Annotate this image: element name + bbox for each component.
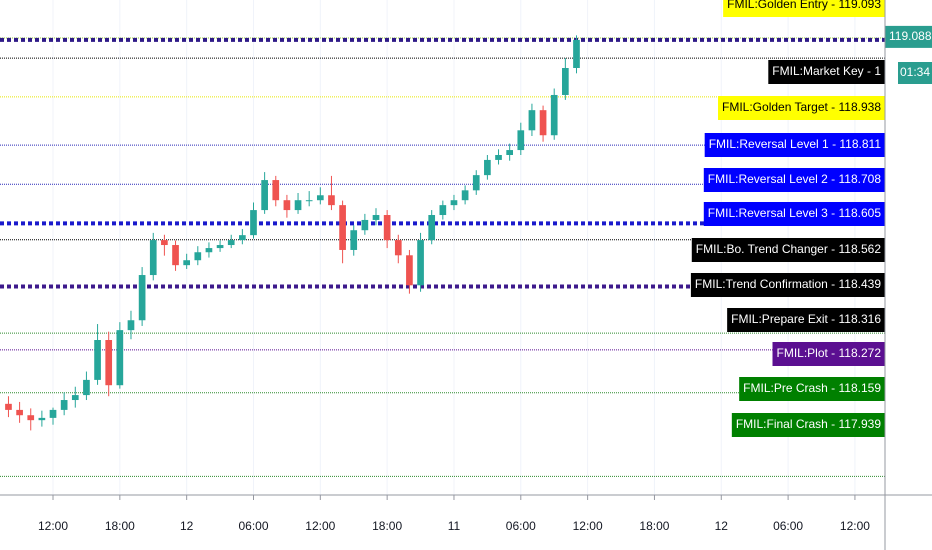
candle-body bbox=[361, 219, 369, 231]
candle-body bbox=[250, 210, 257, 236]
x-tick-label: 06:00 bbox=[773, 519, 803, 533]
level-label-box bbox=[768, 60, 885, 84]
level-label: FMIL:Plot - 118.272 bbox=[777, 346, 882, 360]
level-label: FMIL:Trend Confirmation - 118.439 bbox=[695, 277, 881, 291]
candle-body bbox=[94, 340, 101, 380]
candle-body bbox=[83, 379, 90, 396]
x-tick-label: 12 bbox=[180, 519, 194, 533]
candle-body bbox=[172, 245, 179, 266]
level-label-box bbox=[704, 133, 885, 157]
level-label-box bbox=[739, 377, 885, 401]
candle-body bbox=[350, 230, 358, 250]
candle-body bbox=[116, 330, 124, 386]
candle-body bbox=[194, 252, 202, 261]
candles bbox=[5, 35, 580, 431]
x-tick-label: 12:00 bbox=[840, 519, 870, 533]
candle-body bbox=[216, 245, 224, 249]
candle-body bbox=[5, 403, 12, 410]
level-label: FMIL:Bo. Trend Changer - 118.562 bbox=[696, 242, 882, 256]
candle-body bbox=[573, 39, 580, 69]
level-label: FMIL:Golden Entry - 119.093 bbox=[727, 0, 881, 11]
candle-body bbox=[105, 340, 113, 386]
candle-body bbox=[27, 415, 35, 421]
level-label: FMIL:Final Crash - 117.939 bbox=[736, 417, 881, 431]
level-label-box bbox=[691, 238, 885, 262]
level-label-box bbox=[723, 0, 885, 17]
level-label-box bbox=[727, 308, 885, 332]
candle-body bbox=[550, 94, 558, 136]
candle-body bbox=[239, 235, 246, 241]
candle-body bbox=[406, 255, 413, 286]
x-tick-label: 18:00 bbox=[639, 519, 669, 533]
level-label-box bbox=[718, 96, 885, 120]
candle-body bbox=[49, 409, 57, 418]
current-price-label: 119.088 bbox=[889, 29, 932, 43]
candle-body bbox=[161, 240, 168, 246]
x-tick-label: 06:00 bbox=[238, 519, 268, 533]
x-tick-label: 12:00 bbox=[305, 519, 335, 533]
candle-body bbox=[439, 205, 447, 216]
level-label-box bbox=[690, 273, 885, 297]
candle-body bbox=[71, 395, 79, 401]
level-label-box bbox=[703, 202, 885, 226]
candle-body bbox=[227, 240, 235, 246]
x-tick-label: 11 bbox=[448, 519, 461, 533]
candle-body bbox=[183, 260, 191, 266]
level-label: FMIL:Market Key - 1 bbox=[772, 64, 881, 78]
candle-body bbox=[539, 110, 547, 136]
candle-body bbox=[428, 215, 436, 241]
level-label-box bbox=[731, 413, 885, 437]
candle-body bbox=[38, 417, 46, 421]
candle-body bbox=[138, 275, 146, 321]
candle-body bbox=[528, 110, 536, 131]
x-tick-label: 12 bbox=[715, 519, 729, 533]
level-label: FMIL:Reversal Level 2 - 118.708 bbox=[708, 172, 882, 186]
candle-body bbox=[16, 409, 23, 416]
candle-body bbox=[272, 180, 280, 201]
candle-body bbox=[283, 200, 291, 211]
candle-body bbox=[383, 215, 391, 241]
time-axis: 12:00 18:00 12 06:00 12:00 18:00 11 06:00 12:00 1… bbox=[38, 495, 870, 533]
candle-body bbox=[450, 200, 458, 206]
level-label: FMIL:Pre Crash - 118.159 bbox=[743, 381, 881, 395]
candle-body bbox=[60, 400, 68, 410]
candle-body bbox=[149, 240, 157, 276]
level-label: FMIL:Golden Target - 118.938 bbox=[722, 100, 881, 114]
x-tick-label: 18:00 bbox=[372, 519, 402, 533]
level-label: FMIL:Reversal Level 3 - 118.605 bbox=[708, 206, 882, 220]
candle-body bbox=[261, 180, 268, 211]
candle-body bbox=[472, 175, 480, 191]
countdown-box bbox=[898, 62, 932, 84]
candle-body bbox=[495, 154, 502, 160]
candle-body bbox=[339, 205, 346, 250]
candle-body bbox=[506, 150, 514, 155]
candle-body bbox=[517, 130, 525, 151]
current-price-box bbox=[885, 25, 932, 48]
candle-body bbox=[127, 320, 135, 331]
candle-body bbox=[372, 215, 380, 220]
candle-body bbox=[205, 248, 213, 253]
level-label: FMIL:Reversal Level 1 - 118.811 bbox=[709, 137, 882, 151]
level-label-box bbox=[703, 168, 885, 192]
countdown: 01:34 bbox=[900, 65, 930, 79]
candle-body bbox=[305, 200, 313, 202]
candle-body bbox=[294, 200, 302, 211]
level-label-box bbox=[772, 342, 885, 366]
candle-body bbox=[394, 240, 402, 256]
x-tick-label: 12:00 bbox=[573, 519, 603, 533]
level-labels: FMIL:Golden Entry - 119.093 FMIL:Market K… bbox=[690, 0, 932, 437]
x-tick-label: 18:00 bbox=[105, 519, 135, 533]
candle-body bbox=[461, 190, 469, 201]
candle-body bbox=[316, 195, 324, 201]
level-label: FMIL:Prepare Exit - 118.316 bbox=[731, 312, 881, 326]
candle-body bbox=[328, 195, 335, 206]
candle-body bbox=[417, 240, 424, 286]
candle-body bbox=[562, 68, 569, 95]
level-lines bbox=[0, 37, 885, 477]
x-tick-label: 12:00 bbox=[38, 519, 68, 533]
candle-body bbox=[484, 159, 491, 176]
x-tick-label: 06:00 bbox=[506, 519, 536, 533]
